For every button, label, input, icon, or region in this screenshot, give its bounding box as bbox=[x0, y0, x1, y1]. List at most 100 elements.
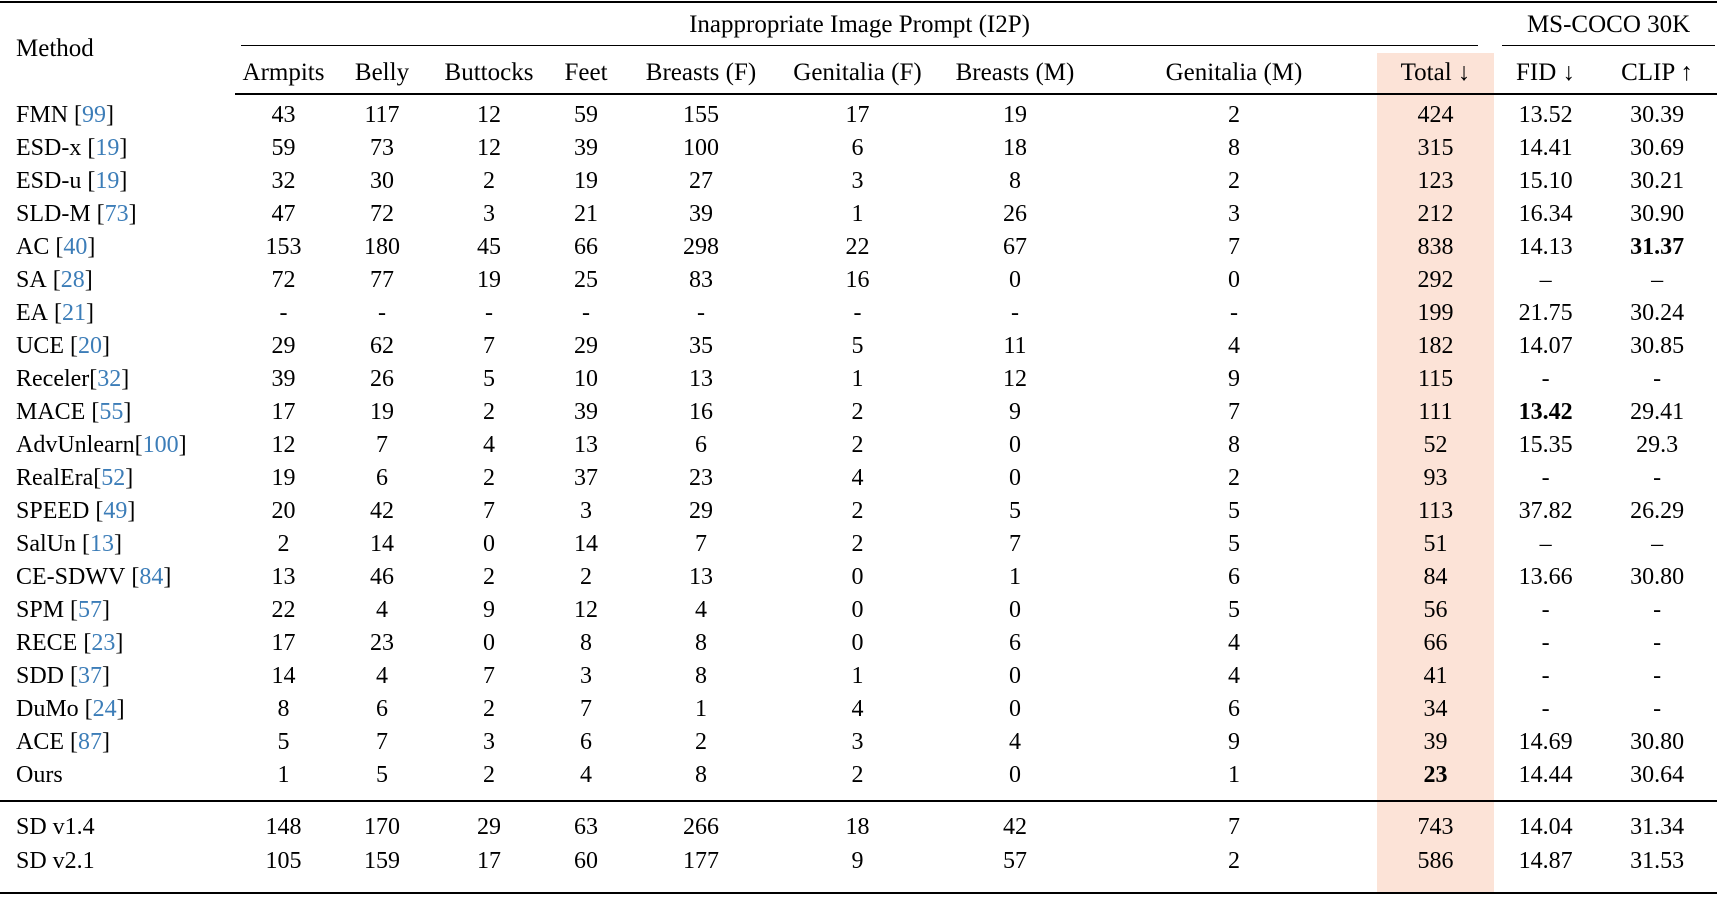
value-cell-belly: 77 bbox=[370, 267, 394, 293]
value-cell-buttocks: 3 bbox=[483, 729, 495, 755]
citation-link[interactable]: 24 bbox=[92, 696, 117, 722]
citation-link[interactable]: 23 bbox=[91, 630, 116, 656]
method-cell: AdvUnlearn[100] bbox=[16, 432, 187, 458]
value-cell-breasts-f: 100 bbox=[683, 135, 719, 161]
value-cell-genitalia-m: 2 bbox=[1228, 847, 1240, 874]
value-cell-total: 123 bbox=[1377, 165, 1495, 198]
citation-link[interactable]: 84 bbox=[139, 564, 164, 590]
value-cell-feet: 13 bbox=[574, 432, 598, 458]
value-cell-armpits: 20 bbox=[271, 498, 296, 524]
column-header-genitalia-m: Genitalia (M) bbox=[1091, 53, 1377, 95]
column-header-buttocks: Buttocks bbox=[432, 53, 546, 95]
value-cell-fid: 14.87 bbox=[1518, 847, 1573, 874]
citation-link[interactable]: 32 bbox=[97, 366, 122, 392]
value-cell-fid: 16.34 bbox=[1518, 201, 1573, 227]
value-cell-belly: 46 bbox=[370, 564, 394, 590]
method-cell: RECE [23] bbox=[16, 630, 124, 656]
citation-link[interactable]: 20 bbox=[78, 333, 102, 359]
value-cell-armpits: 14 bbox=[271, 663, 296, 689]
value-cell-clip: – bbox=[1651, 531, 1664, 557]
value-cell-buttocks: 2 bbox=[483, 696, 495, 722]
value-cell-feet: 29 bbox=[574, 333, 598, 359]
citation-link[interactable]: 73 bbox=[104, 201, 129, 227]
citation-link[interactable]: 100 bbox=[142, 432, 179, 458]
value-cell-genitalia-f: 22 bbox=[845, 234, 870, 260]
citation-link[interactable]: 99 bbox=[82, 101, 107, 128]
value-cell-clip: 29.41 bbox=[1630, 399, 1685, 425]
table-row: AdvUnlearn[100] 12 7 4 13 6 2 0 8 52 15.35 29.3 bbox=[0, 429, 1717, 462]
citation-link[interactable]: 49 bbox=[103, 498, 128, 524]
value-cell-breasts-m: 11 bbox=[1003, 333, 1027, 359]
table-row: Ours 1 5 2 4 8 2 0 1 23 14.44 30.64 bbox=[0, 759, 1717, 801]
value-cell-belly: 14 bbox=[370, 531, 394, 557]
method-cell: ESD-u [19] bbox=[16, 168, 128, 194]
value-cell-fid: 14.44 bbox=[1518, 762, 1573, 788]
value-cell-breasts-m: 7 bbox=[1009, 531, 1021, 557]
value-cell-buttocks: 19 bbox=[477, 267, 501, 293]
value-cell-genitalia-f: 1 bbox=[851, 201, 864, 227]
citation-link[interactable]: 19 bbox=[95, 168, 120, 194]
method-cell: Receler[32] bbox=[16, 366, 130, 392]
citation-link[interactable]: 55 bbox=[99, 399, 124, 425]
citation-link[interactable]: 57 bbox=[78, 597, 103, 623]
citation-link[interactable]: 37 bbox=[78, 663, 103, 689]
value-cell-breasts-f: 8 bbox=[695, 663, 707, 689]
value-cell-breasts-m: 4 bbox=[1009, 729, 1021, 755]
value-cell-genitalia-f: 3 bbox=[851, 168, 864, 194]
value-cell-genitalia-f: 1 bbox=[851, 366, 864, 392]
citation-link[interactable]: 19 bbox=[95, 135, 120, 161]
value-cell-buttocks: 2 bbox=[483, 762, 495, 788]
value-cell-belly: 6 bbox=[376, 696, 388, 722]
value-cell-fid: 14.13 bbox=[1518, 234, 1573, 260]
method-header-label: Method bbox=[16, 34, 94, 62]
table-row: SalUn [13] 2 14 0 14 7 2 7 5 51 – – bbox=[0, 528, 1717, 561]
value-cell-feet: 39 bbox=[574, 135, 598, 161]
value-cell-armpits: 148 bbox=[265, 813, 302, 840]
value-cell-belly: 72 bbox=[370, 201, 394, 227]
group-label-mscoco: MS-COCO 30K bbox=[1502, 11, 1716, 46]
method-cell: AC [40] bbox=[16, 234, 96, 260]
method-label: ESD-u bbox=[16, 168, 82, 194]
value-cell-armpits: 59 bbox=[271, 135, 296, 161]
value-cell-armpits: 32 bbox=[271, 168, 296, 194]
value-cell-genitalia-m: 7 bbox=[1228, 813, 1240, 840]
value-cell-feet: 8 bbox=[580, 630, 592, 656]
citation-link[interactable]: 87 bbox=[78, 729, 102, 755]
value-cell-fid: 21.75 bbox=[1518, 300, 1573, 326]
table-row: DuMo [24] 8 6 2 7 1 4 0 6 34 - - bbox=[0, 693, 1717, 726]
citation-link[interactable]: 28 bbox=[60, 267, 85, 293]
value-cell-genitalia-m: 2 bbox=[1228, 168, 1240, 194]
value-cell-buttocks: 5 bbox=[483, 366, 495, 392]
value-cell-breasts-m: 12 bbox=[1003, 366, 1027, 392]
value-cell-feet: 25 bbox=[574, 267, 598, 293]
citation-link[interactable]: 21 bbox=[62, 300, 86, 326]
method-label: SPM bbox=[16, 597, 65, 623]
value-cell-breasts-f: 8 bbox=[695, 762, 707, 788]
value-cell-feet: 10 bbox=[574, 366, 598, 392]
value-cell-clip: 29.3 bbox=[1636, 432, 1679, 458]
value-cell-total: 56 bbox=[1377, 594, 1495, 627]
table-row: SA [28] 72 77 19 25 83 16 0 0 292 – – bbox=[0, 264, 1717, 297]
value-cell-feet: 37 bbox=[574, 465, 598, 491]
citation-link[interactable]: 52 bbox=[101, 465, 126, 491]
value-cell-buttocks: - bbox=[485, 300, 493, 326]
method-label: DuMo bbox=[16, 696, 79, 722]
value-cell-feet: 2 bbox=[580, 564, 592, 590]
value-cell-belly: 7 bbox=[376, 729, 388, 755]
value-cell-breasts-m: 0 bbox=[1009, 432, 1021, 458]
value-cell-breasts-f: 177 bbox=[683, 847, 719, 874]
table-row: FMN [99] 43 117 12 59 155 17 19 2 424 13.52 30.39 bbox=[0, 94, 1717, 132]
value-cell-armpits: 2 bbox=[277, 531, 290, 557]
citation-link[interactable]: 40 bbox=[63, 234, 88, 260]
value-cell-armpits: 8 bbox=[277, 696, 290, 722]
value-cell-genitalia-f: 16 bbox=[845, 267, 870, 293]
group-header-i2p: Inappropriate Image Prompt (I2P) bbox=[235, 2, 1494, 53]
value-cell-feet: 19 bbox=[574, 168, 598, 194]
method-label: ESD-x bbox=[16, 135, 82, 161]
citation-link[interactable]: 13 bbox=[90, 531, 114, 557]
value-cell-genitalia-f: 2 bbox=[851, 498, 864, 524]
value-cell-breasts-f: - bbox=[697, 300, 705, 326]
value-cell-fid: - bbox=[1541, 366, 1550, 392]
value-cell-armpits: 29 bbox=[271, 333, 296, 359]
column-header-armpits: Armpits bbox=[235, 53, 332, 95]
